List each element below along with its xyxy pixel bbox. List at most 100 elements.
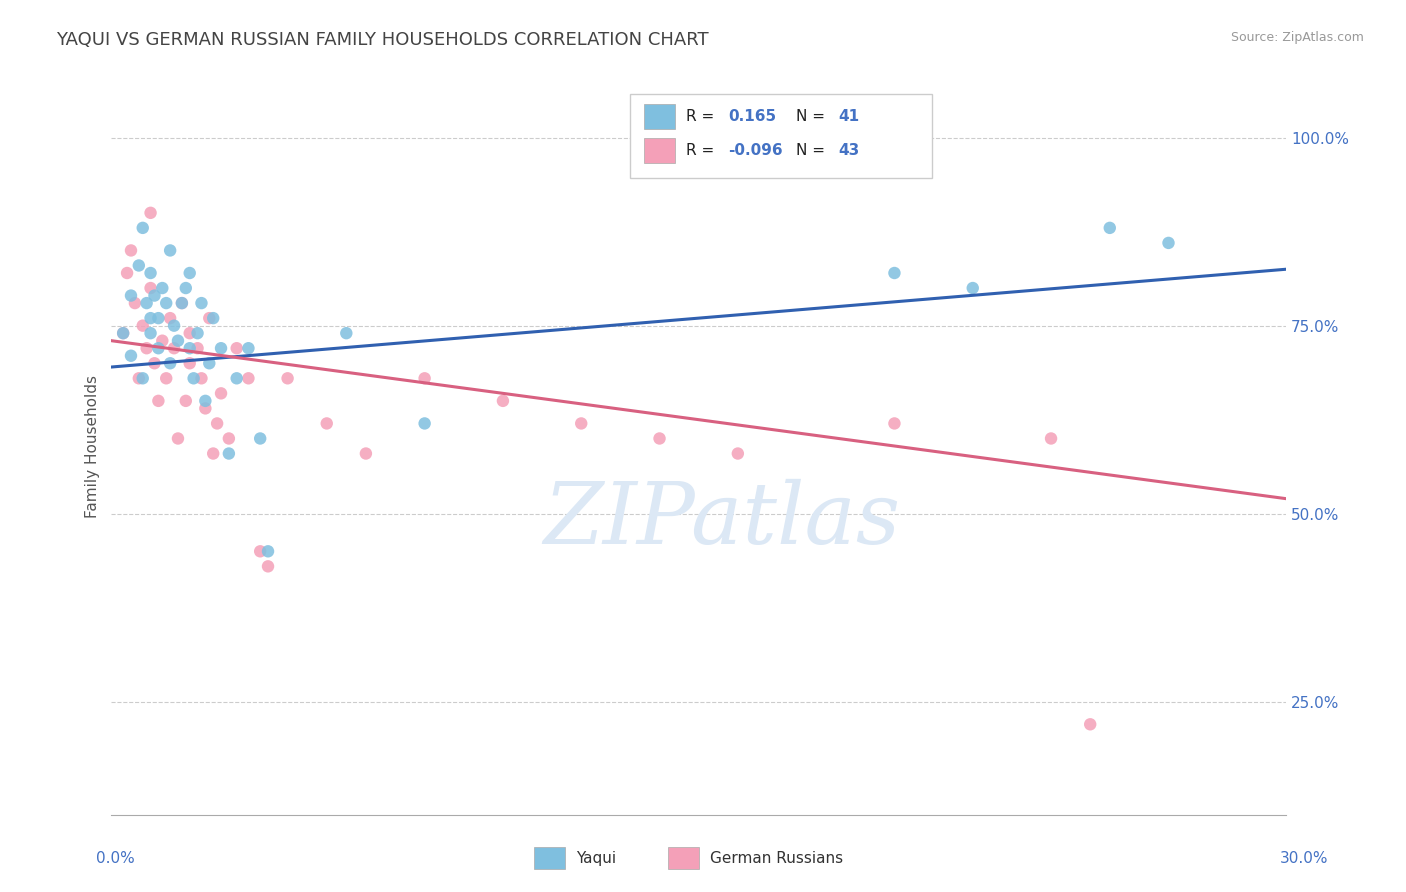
Point: [139, 266, 162, 280]
Point: [257, 544, 280, 558]
Point: [648, 432, 671, 446]
Point: [218, 446, 240, 460]
Point: [277, 371, 299, 385]
Text: 41: 41: [838, 110, 859, 124]
Point: [225, 341, 247, 355]
Point: [167, 432, 190, 446]
Point: [179, 266, 201, 280]
Point: [159, 356, 181, 370]
Point: [174, 281, 197, 295]
Point: [190, 296, 212, 310]
Point: [132, 371, 155, 385]
Point: [112, 326, 135, 341]
Point: [163, 341, 186, 355]
Point: [139, 326, 162, 341]
Point: [727, 446, 749, 460]
Point: [155, 296, 177, 310]
Text: German Russians: German Russians: [710, 851, 844, 865]
Point: [112, 326, 135, 341]
Point: [209, 386, 232, 401]
Point: [209, 341, 232, 355]
Point: [159, 311, 181, 326]
Point: [190, 371, 212, 385]
Point: [115, 266, 138, 280]
Point: [143, 288, 166, 302]
Point: [198, 356, 221, 370]
Point: [120, 349, 142, 363]
Y-axis label: Family Households: Family Households: [86, 375, 100, 517]
Point: [170, 296, 193, 310]
Point: [883, 417, 905, 431]
Text: 0.0%: 0.0%: [96, 851, 135, 865]
Point: [1078, 717, 1101, 731]
Text: N =: N =: [796, 110, 830, 124]
Point: [148, 393, 170, 408]
Text: N =: N =: [796, 144, 830, 158]
Point: [198, 311, 221, 326]
Point: [413, 417, 436, 431]
Point: [413, 371, 436, 385]
Point: [1157, 235, 1180, 250]
Point: [159, 244, 181, 258]
Text: 30.0%: 30.0%: [1281, 851, 1329, 865]
Point: [194, 401, 217, 416]
Point: [179, 356, 201, 370]
Point: [148, 341, 170, 355]
Point: [128, 259, 150, 273]
Text: YAQUI VS GERMAN RUSSIAN FAMILY HOUSEHOLDS CORRELATION CHART: YAQUI VS GERMAN RUSSIAN FAMILY HOUSEHOLD…: [56, 31, 709, 49]
Point: [883, 266, 905, 280]
Point: [139, 206, 162, 220]
Point: [194, 393, 217, 408]
Point: [124, 296, 146, 310]
Point: [150, 281, 173, 295]
Text: R =: R =: [686, 144, 720, 158]
Point: [150, 334, 173, 348]
Point: [187, 341, 209, 355]
Point: [249, 432, 271, 446]
Point: [1040, 432, 1063, 446]
Text: ZIPatlas: ZIPatlas: [544, 478, 901, 561]
Point: [120, 288, 142, 302]
Text: 43: 43: [838, 144, 859, 158]
Point: [174, 393, 197, 408]
Point: [183, 371, 205, 385]
Point: [1098, 220, 1121, 235]
Point: [132, 220, 155, 235]
Point: [170, 296, 193, 310]
Point: [139, 311, 162, 326]
Point: [238, 371, 260, 385]
Point: [187, 326, 209, 341]
Point: [167, 334, 190, 348]
Point: [492, 393, 515, 408]
Text: -0.096: -0.096: [728, 144, 783, 158]
Point: [163, 318, 186, 333]
Point: [179, 341, 201, 355]
Point: [335, 326, 357, 341]
Point: [135, 341, 157, 355]
Text: R =: R =: [686, 110, 720, 124]
Point: [569, 417, 592, 431]
Point: [257, 559, 280, 574]
Text: Source: ZipAtlas.com: Source: ZipAtlas.com: [1230, 31, 1364, 45]
Point: [128, 371, 150, 385]
Text: 0.165: 0.165: [728, 110, 776, 124]
Point: [132, 318, 155, 333]
Point: [139, 281, 162, 295]
Point: [238, 341, 260, 355]
Point: [315, 417, 337, 431]
Point: [205, 417, 228, 431]
Point: [354, 446, 377, 460]
Point: [143, 356, 166, 370]
Point: [225, 371, 247, 385]
Point: [120, 244, 142, 258]
Point: [962, 281, 984, 295]
Point: [202, 446, 225, 460]
Point: [218, 432, 240, 446]
Point: [202, 311, 225, 326]
Text: Yaqui: Yaqui: [576, 851, 617, 865]
Point: [148, 311, 170, 326]
Point: [179, 326, 201, 341]
Point: [135, 296, 157, 310]
Point: [155, 371, 177, 385]
Point: [249, 544, 271, 558]
